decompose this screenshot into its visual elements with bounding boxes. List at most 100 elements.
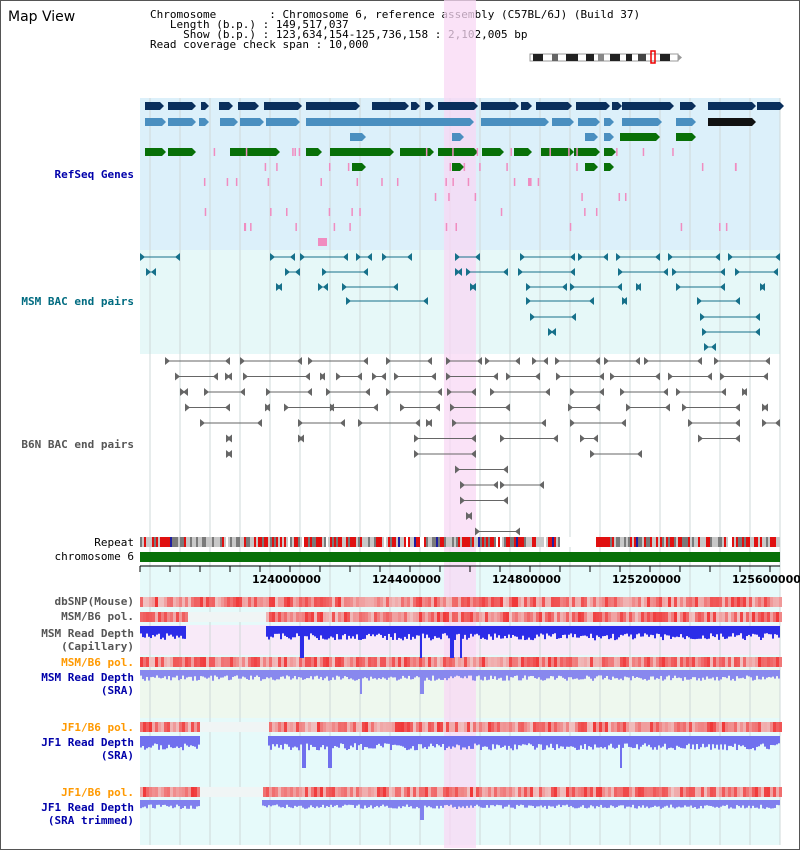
label-repeat[interactable]: Repeat bbox=[94, 536, 134, 549]
heat-cell bbox=[551, 612, 554, 622]
label-msm-bac[interactable]: MSM BAC end pairs bbox=[21, 295, 134, 308]
label-msm-pol[interactable]: MSM/B6 pol. bbox=[61, 610, 134, 623]
depth-bar bbox=[258, 670, 260, 677]
label-msm-pol-2[interactable]: MSM/B6 pol. bbox=[61, 656, 134, 669]
label-jf1-depth[interactable]: JF1 Read Depth bbox=[41, 736, 134, 749]
repeat-block bbox=[686, 537, 688, 547]
highlight-region[interactable] bbox=[444, 0, 476, 848]
heat-cell bbox=[527, 657, 530, 667]
label-dbsnp[interactable]: dbSNP(Mouse) bbox=[54, 595, 134, 608]
heat-cell bbox=[443, 657, 446, 667]
b6n-bac-end bbox=[225, 403, 230, 412]
b6n-bac-end bbox=[568, 403, 573, 412]
depth-bar bbox=[364, 736, 366, 747]
depth-bar bbox=[378, 800, 380, 808]
heat-cell bbox=[380, 722, 383, 732]
heat-cell bbox=[254, 597, 257, 607]
info-length: Length (b.p.) : 149,517,037 bbox=[169, 18, 349, 31]
b6n-bac-end bbox=[305, 372, 310, 381]
depth-bar bbox=[644, 670, 646, 679]
depth-bar bbox=[634, 626, 636, 639]
label-jf1-trim[interactable]: JF1 Read Depth bbox=[41, 801, 134, 814]
depth-bar bbox=[424, 736, 426, 748]
depth-bar bbox=[756, 736, 758, 747]
depth-bar bbox=[602, 626, 604, 637]
chromosome-ideogram[interactable] bbox=[529, 50, 682, 64]
depth-bar bbox=[514, 670, 516, 676]
heat-cell bbox=[179, 722, 182, 732]
depth-bar bbox=[254, 670, 256, 677]
label-refseq-genes[interactable]: RefSeq Genes bbox=[54, 168, 134, 181]
heat-cell bbox=[140, 657, 143, 667]
depth-bar bbox=[658, 800, 660, 807]
heat-cell bbox=[491, 612, 494, 622]
depth-bar bbox=[322, 736, 324, 746]
depth-bar bbox=[504, 800, 506, 807]
label-msm-depth-sra[interactable]: MSM Read Depth bbox=[41, 671, 134, 684]
depth-bar bbox=[368, 800, 370, 808]
gene-block bbox=[604, 163, 610, 171]
heat-cell bbox=[323, 597, 326, 607]
depth-bar bbox=[514, 736, 516, 745]
heat-cell bbox=[356, 722, 359, 732]
msm-bac-track[interactable] bbox=[140, 253, 780, 351]
heat-cell bbox=[677, 722, 680, 732]
depth-bar bbox=[748, 800, 750, 806]
heat-cell bbox=[563, 787, 566, 797]
depth-bar bbox=[470, 626, 472, 634]
heat-cell bbox=[521, 597, 524, 607]
gene-block bbox=[481, 102, 515, 110]
heat-cell bbox=[404, 787, 407, 797]
label-msm-depth-cap[interactable]: MSM Read Depth bbox=[41, 627, 134, 640]
heat-cell bbox=[662, 657, 665, 667]
heat-cell bbox=[260, 722, 263, 732]
heat-cell bbox=[635, 657, 638, 667]
heat-cell bbox=[314, 597, 317, 607]
label-jf1-pol[interactable]: JF1/B6 pol. bbox=[61, 721, 134, 734]
refseq-genes-track[interactable] bbox=[145, 102, 784, 246]
depth-bar bbox=[334, 670, 336, 680]
depth-bar bbox=[522, 736, 524, 745]
depth-bar bbox=[548, 800, 550, 806]
heat-cell bbox=[767, 597, 770, 607]
heatmap-tracks[interactable] bbox=[140, 597, 782, 797]
depth-bar bbox=[708, 626, 710, 639]
label-jf1-pol-2[interactable]: JF1/B6 pol. bbox=[61, 786, 134, 799]
label-chromosome[interactable]: chromosome 6 bbox=[54, 550, 134, 563]
label-b6n-bac[interactable]: B6N BAC end pairs bbox=[21, 438, 134, 451]
transcript-mark bbox=[276, 163, 278, 171]
b6n-bac-end bbox=[676, 388, 681, 396]
repeat-block bbox=[732, 537, 734, 547]
depth-tracks[interactable] bbox=[140, 626, 780, 820]
depth-bar bbox=[398, 736, 400, 746]
heat-cell bbox=[347, 597, 350, 607]
gene-block bbox=[168, 102, 192, 110]
depth-bar bbox=[174, 670, 176, 678]
repeat-track[interactable] bbox=[140, 537, 780, 547]
heat-cell bbox=[692, 787, 695, 797]
repeat-block bbox=[264, 537, 266, 547]
heat-cell bbox=[215, 597, 218, 607]
msm-bac-end bbox=[323, 283, 328, 291]
depth-bar bbox=[568, 626, 570, 635]
depth-bar bbox=[486, 626, 488, 640]
heat-cell bbox=[251, 787, 254, 797]
depth-bar bbox=[330, 736, 332, 768]
b6n-bac-track[interactable] bbox=[165, 357, 780, 536]
depth-bar bbox=[224, 670, 226, 677]
repeat-block bbox=[204, 537, 206, 547]
gene-arrow bbox=[752, 102, 756, 110]
heat-cell bbox=[695, 787, 698, 797]
heat-cell bbox=[401, 722, 404, 732]
depth-bar bbox=[354, 800, 356, 808]
heat-cell bbox=[584, 597, 587, 607]
chromosome-bar[interactable] bbox=[140, 552, 780, 562]
depth-bar bbox=[524, 736, 526, 745]
heat-cell bbox=[644, 787, 647, 797]
heat-cell bbox=[569, 612, 572, 622]
depth-bar bbox=[484, 670, 486, 677]
depth-bar bbox=[608, 626, 610, 640]
depth-bar bbox=[576, 800, 578, 809]
transcript-mark bbox=[680, 223, 683, 231]
